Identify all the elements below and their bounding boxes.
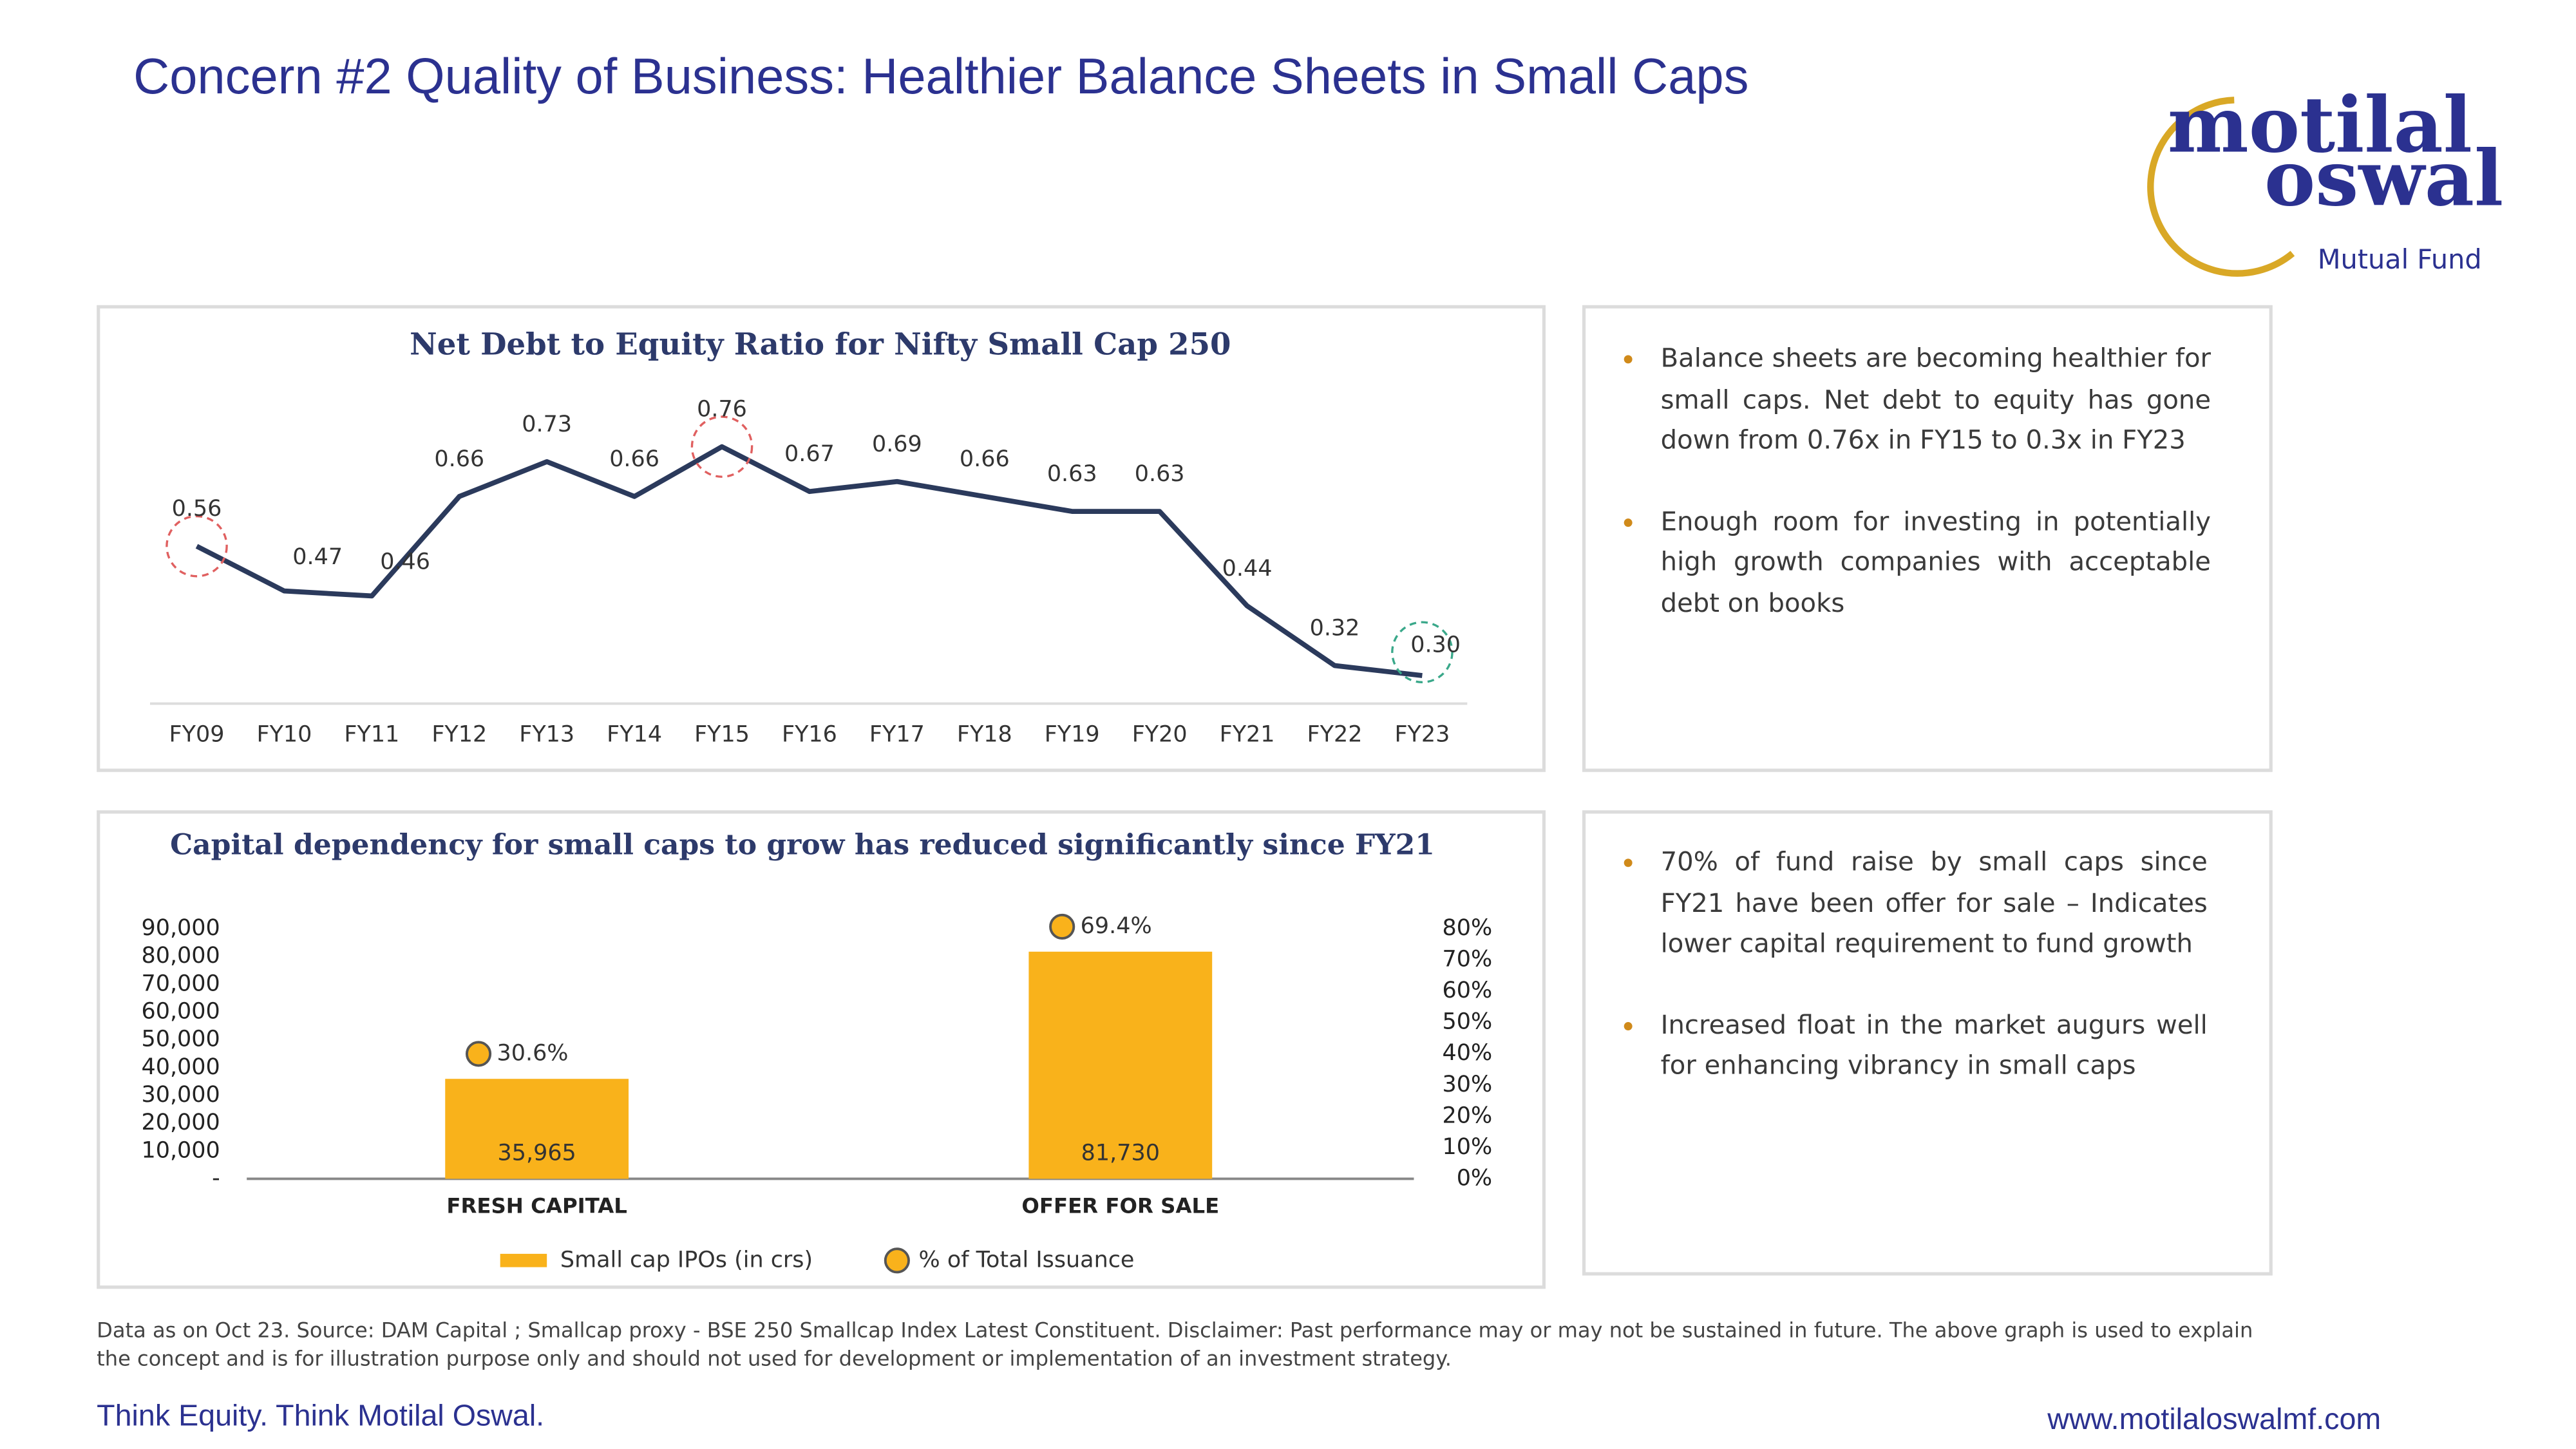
notes: 70% of fund raise by small caps since FY… bbox=[1617, 842, 2208, 1126]
marker bbox=[1049, 913, 1075, 940]
x-tick-label: FY17 bbox=[869, 722, 925, 748]
y-tick-label: 70,000 bbox=[141, 971, 220, 996]
bullet: Enough room for investing in potentially… bbox=[1617, 501, 2211, 623]
highlight-ring bbox=[1391, 621, 1454, 684]
data-label: 0.66 bbox=[960, 446, 1010, 472]
y-tick-label: 50,000 bbox=[141, 1027, 220, 1052]
y2-tick-label: 10% bbox=[1442, 1134, 1492, 1160]
y2-tick-label: 80% bbox=[1442, 915, 1492, 941]
chart-panel bbox=[97, 305, 1546, 772]
x-tick-label: FY11 bbox=[344, 722, 399, 748]
data-label: 35,965 bbox=[498, 1141, 576, 1166]
y2-tick-label: 70% bbox=[1442, 947, 1492, 972]
slide-title: Concern #2 Quality of Business: Healthie… bbox=[133, 50, 1749, 106]
line bbox=[195, 444, 1423, 678]
data-label: 0.69 bbox=[872, 431, 922, 457]
y2-tick-label: 40% bbox=[1442, 1040, 1492, 1066]
data-label: 0.67 bbox=[784, 441, 835, 467]
legend-swatch bbox=[884, 1247, 910, 1274]
chart-panel bbox=[97, 810, 1546, 1289]
legend-label: % of Total Issuance bbox=[919, 1247, 1135, 1273]
logo: motilal oswal Mutual Fund bbox=[2134, 87, 2517, 279]
footer-tagline: Think Equity. Think Motilal Oswal. bbox=[97, 1399, 545, 1432]
x-tick-label: FY21 bbox=[1220, 722, 1275, 748]
footer-url: www.motilaloswalmf.com bbox=[2047, 1402, 2382, 1436]
y2-tick-label: 60% bbox=[1442, 978, 1492, 1003]
y-tick-label: 30,000 bbox=[141, 1082, 220, 1108]
chart-title: Net Debt to Equity Ratio for Nifty Small… bbox=[410, 327, 1231, 362]
data-label: 81,730 bbox=[1081, 1141, 1160, 1166]
data-label: 0.47 bbox=[292, 544, 343, 570]
y2-tick-label: 50% bbox=[1442, 1009, 1492, 1035]
notes-panel bbox=[1582, 810, 2273, 1276]
y-tick-label: - bbox=[212, 1165, 220, 1191]
bullet: Balance sheets are becoming healthier fo… bbox=[1617, 339, 2211, 461]
data-label: 0.66 bbox=[609, 446, 659, 472]
x-tick-label: FY14 bbox=[607, 722, 662, 748]
y2-tick-label: 20% bbox=[1442, 1103, 1492, 1128]
x-tick-label: FY12 bbox=[431, 722, 487, 748]
logo-ring bbox=[2147, 97, 2295, 277]
logo-tagline: Mutual Fund bbox=[2317, 243, 2482, 276]
logo-text: oswal bbox=[2264, 133, 2504, 223]
x-tick-label: FY16 bbox=[782, 722, 837, 748]
y-tick-label: 40,000 bbox=[141, 1054, 220, 1080]
x-tick-label: FY10 bbox=[256, 722, 312, 748]
highlight-ring bbox=[690, 415, 753, 478]
y-tick-label: 80,000 bbox=[141, 943, 220, 969]
data-label: 69.4% bbox=[1081, 913, 1152, 939]
bullet: Increased float in the market augurs wel… bbox=[1617, 1005, 2208, 1086]
y-tick-label: 20,000 bbox=[141, 1110, 220, 1135]
data-label: 0.44 bbox=[1222, 556, 1273, 582]
x-tick-label: FY22 bbox=[1307, 722, 1363, 748]
x-tick-label: FY15 bbox=[694, 722, 750, 748]
y-tick-label: 90,000 bbox=[141, 915, 220, 941]
data-label: 0.46 bbox=[380, 549, 430, 575]
y-tick-label: 60,000 bbox=[141, 999, 220, 1025]
disclaimer: Data as on Oct 23. Source: DAM Capital ;… bbox=[97, 1317, 2253, 1371]
x-tick-label: FY23 bbox=[1394, 722, 1450, 748]
bullet: 70% of fund raise by small caps since FY… bbox=[1617, 842, 2208, 964]
data-label: 0.30 bbox=[1410, 632, 1461, 658]
data-label: 0.56 bbox=[172, 496, 222, 522]
data-label: 0.63 bbox=[1135, 461, 1185, 487]
notes: Balance sheets are becoming healthier fo… bbox=[1617, 339, 2211, 664]
x-tick-label: FY19 bbox=[1045, 722, 1100, 748]
legend-label: Small cap IPOs (in crs) bbox=[560, 1247, 813, 1273]
x-tick-label: FY18 bbox=[957, 722, 1012, 748]
x-tick-label: OFFER FOR SALE bbox=[1021, 1193, 1219, 1218]
data-label: 0.32 bbox=[1310, 616, 1360, 641]
y-tick-label: 10,000 bbox=[141, 1137, 220, 1163]
x-tick-label: FY09 bbox=[169, 722, 225, 748]
legend-swatch bbox=[500, 1253, 547, 1267]
data-label: 0.76 bbox=[697, 397, 747, 422]
logo-text: motilal bbox=[2167, 80, 2473, 171]
highlight-ring bbox=[166, 515, 228, 578]
y2-tick-label: 30% bbox=[1442, 1072, 1492, 1097]
y2-tick-label: 0% bbox=[1457, 1165, 1492, 1191]
x-tick-label: FY13 bbox=[519, 722, 574, 748]
bar bbox=[445, 1079, 629, 1179]
chart-title: Capital dependency for small caps to gro… bbox=[170, 829, 1435, 862]
data-label: 0.63 bbox=[1047, 461, 1097, 487]
data-label: 0.66 bbox=[434, 446, 484, 472]
notes-panel bbox=[1582, 305, 2273, 772]
x-tick-label: FRESH CAPITAL bbox=[446, 1193, 627, 1218]
x-tick-label: FY20 bbox=[1132, 722, 1188, 748]
bar bbox=[1028, 951, 1213, 1179]
marker bbox=[465, 1041, 492, 1067]
data-label: 0.73 bbox=[522, 412, 572, 437]
data-label: 30.6% bbox=[497, 1040, 569, 1066]
